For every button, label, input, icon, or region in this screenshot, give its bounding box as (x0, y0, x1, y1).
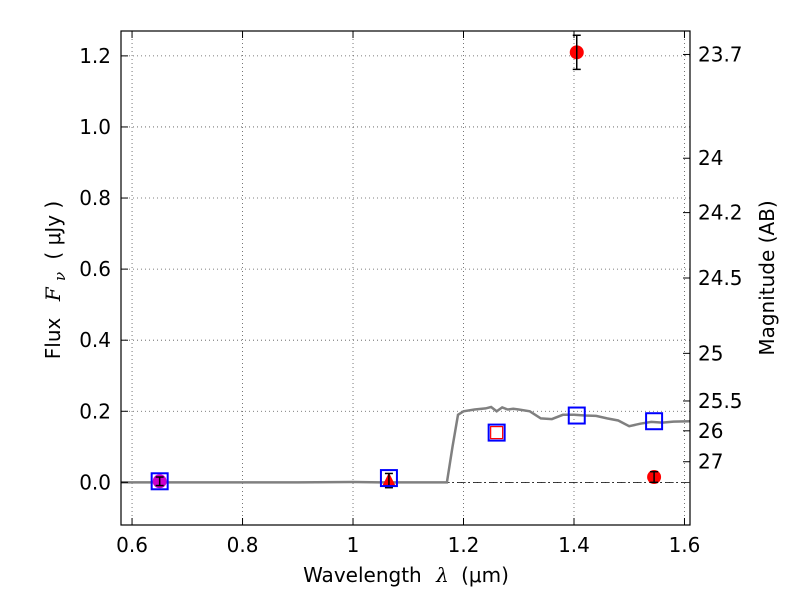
y2-tick-label: 23.7 (698, 42, 743, 66)
x-tick-label: 1 (347, 533, 360, 557)
y2-tick-label: 26 (698, 419, 723, 443)
y2-axis-title: Magnitude (AB) (755, 200, 779, 355)
x-tick-label: 0.8 (227, 533, 259, 557)
observed-point (490, 425, 504, 440)
model-sed (121, 405, 691, 484)
grid (121, 31, 690, 525)
y-axis-title: Flux F ν ( μJy ) (41, 201, 70, 359)
model-point (150, 472, 169, 491)
y2-tick-label: 24.5 (698, 266, 743, 290)
y-axis-title-main: Flux (41, 317, 65, 359)
x-axis-title-symbol: λ (435, 563, 449, 587)
y-tick-label: 0.0 (79, 470, 111, 494)
model-point (645, 412, 664, 431)
plot-frame (120, 30, 691, 526)
y-tick-label: 0.4 (79, 328, 111, 352)
y2-tick-label: 25.5 (698, 389, 743, 413)
y-tick-label: 1.2 (79, 44, 111, 68)
data-points (150, 34, 664, 491)
y2-tick-label: 25 (698, 341, 723, 365)
x-axis-title-main: Wavelength (303, 563, 422, 587)
model-point (487, 423, 506, 442)
x-tick-label: 0.6 (116, 533, 148, 557)
y2-tick-label: 27 (698, 450, 723, 474)
y-axis-title-symbol: F (41, 286, 65, 302)
y2-tick-label: 24.2 (698, 201, 743, 225)
model-sed-line (121, 405, 691, 484)
x-tick-label: 1.2 (448, 533, 480, 557)
x-axis-title: Wavelength λ (μm) (303, 563, 509, 587)
y-tick-label: 0.2 (79, 399, 111, 423)
x-axis-title-unit: (μm) (461, 563, 509, 587)
model-point (567, 406, 586, 425)
y-axis-title-unit: ( μJy ) (41, 201, 65, 260)
x-tick-label: 1.6 (669, 533, 701, 557)
y-axis-title-subscript: ν (51, 272, 69, 281)
y-tick-label: 0.6 (79, 257, 111, 281)
y2-tick-label: 24 (698, 146, 723, 170)
model-point (379, 469, 398, 488)
y-tick-label: 1.0 (79, 115, 111, 139)
y-tick-label: 0.8 (79, 186, 111, 210)
x-tick-label: 1.4 (558, 533, 590, 557)
ticks: 0.6 0.8 1 1.2 1.4 1.6 0.0 0.2 0.4 0.6 0.8 1.0 1.2 23.… (79, 31, 743, 557)
